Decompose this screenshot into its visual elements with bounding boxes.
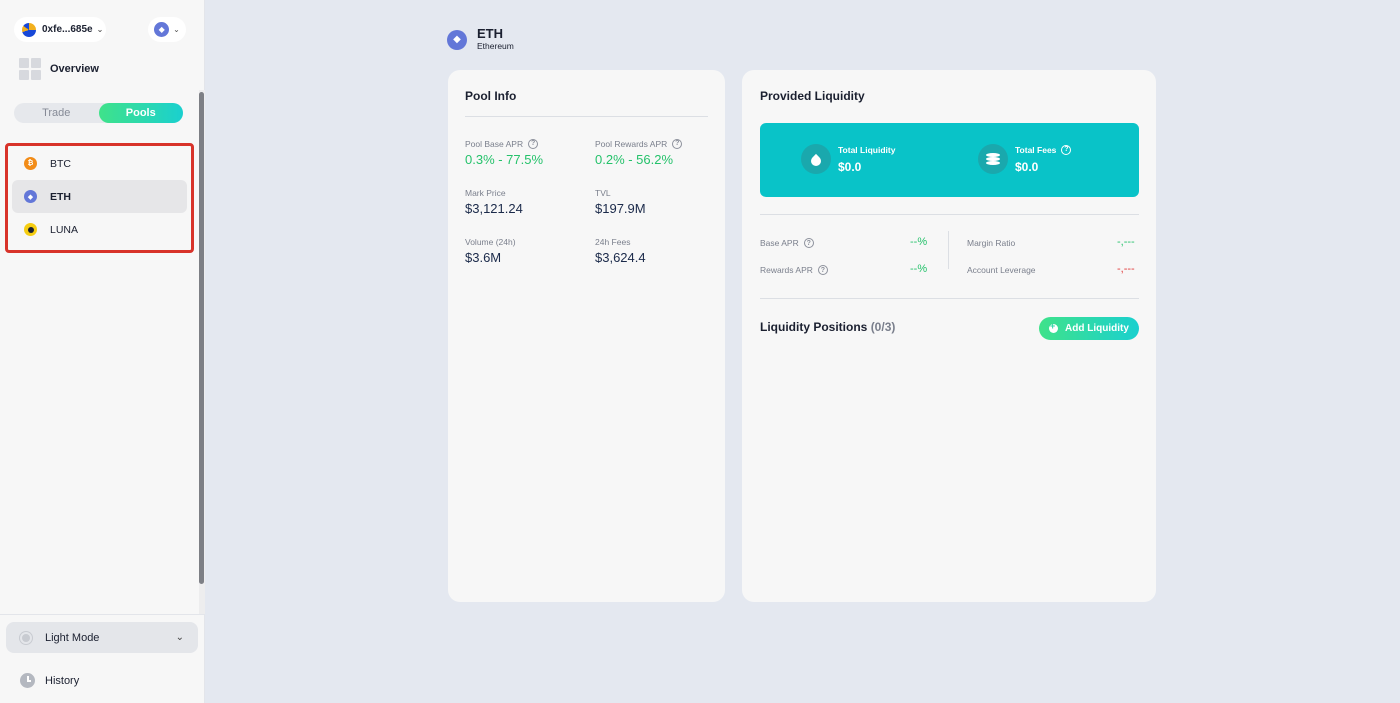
- chevron-down-icon: ⌄: [173, 25, 180, 34]
- card-title: Pool Info: [465, 89, 517, 103]
- divider: [465, 116, 708, 117]
- wallet-avatar: [22, 22, 36, 37]
- help-icon[interactable]: ?: [672, 138, 683, 149]
- dashboard-icon: [19, 58, 41, 80]
- stat-pool-rewards-apr: Pool Rewards APR? 0.2% - 56.2%: [595, 138, 683, 167]
- divider: [760, 214, 1139, 215]
- stat-tvl: TVL $197.9M: [595, 187, 646, 217]
- market-item-btc[interactable]: ₿ BTC: [12, 147, 187, 180]
- divider: [0, 614, 205, 615]
- stat-label: Mark Price: [465, 187, 506, 198]
- stat-label: Pool Rewards APR: [595, 138, 668, 149]
- base-apr-label: Base APR: [760, 238, 799, 248]
- margin-ratio-label: Margin Ratio: [967, 238, 1016, 248]
- market-label: BTC: [50, 157, 71, 170]
- help-icon[interactable]: ?: [803, 238, 814, 248]
- pair-name: Ethereum: [477, 41, 514, 51]
- market-item-luna[interactable]: LUNA: [12, 213, 187, 246]
- luna-icon: [24, 223, 37, 236]
- theme-selector[interactable]: Light Mode ⌄: [6, 622, 198, 653]
- rewards-apr-value: --%: [910, 263, 928, 275]
- stat-value: $3,624.4: [595, 250, 646, 265]
- card-title: Provided Liquidity: [760, 89, 865, 103]
- add-liquidity-label: Add Liquidity: [1065, 323, 1129, 334]
- positions-label: Liquidity Positions: [760, 320, 868, 334]
- ethereum-icon: ◆: [447, 29, 467, 50]
- overview-link[interactable]: Overview: [19, 58, 99, 80]
- base-apr-value: --%: [910, 236, 928, 248]
- theme-label: Light Mode: [45, 631, 100, 644]
- stat-mark-price: Mark Price $3,121.24: [465, 187, 523, 217]
- sidebar: 0xfe...685e ⌄ ◆ ⌄ Overview Trade Pools ₿…: [0, 0, 205, 703]
- ethereum-icon: ◆: [24, 190, 37, 203]
- total-fees-label: Total Fees: [1015, 144, 1057, 155]
- clock-icon: [20, 673, 35, 688]
- stat-label: 24h Fees: [595, 236, 631, 247]
- stat-volume-24h: Volume (24h) $3.6M: [465, 236, 516, 266]
- sidebar-scrollbar-thumb[interactable]: [199, 92, 204, 584]
- rewards-apr-row: Rewards APR?: [760, 265, 828, 275]
- rewards-apr-label: Rewards APR: [760, 265, 813, 275]
- history-link[interactable]: History: [20, 672, 79, 689]
- margin-ratio-row: Margin Ratio: [967, 238, 1015, 248]
- add-liquidity-button[interactable]: Add Liquidity: [1039, 317, 1139, 340]
- stat-pool-base-apr: Pool Base APR? 0.3% - 77.5%: [465, 138, 543, 167]
- total-liquidity: Total Liquidity $0.0: [801, 144, 895, 174]
- market-item-eth[interactable]: ◆ ETH: [12, 180, 187, 213]
- positions-count: (0/3): [870, 320, 896, 334]
- help-icon[interactable]: ?: [817, 265, 828, 275]
- add-drop-icon: [1049, 321, 1059, 333]
- stat-24h-fees: 24h Fees $3,624.4: [595, 236, 646, 266]
- sun-icon: [18, 630, 34, 646]
- account-leverage-row: Account Leverage: [967, 265, 1036, 275]
- account-leverage-label: Account Leverage: [967, 265, 1036, 275]
- help-icon[interactable]: ?: [1061, 144, 1072, 155]
- stat-label: Volume (24h): [465, 236, 516, 247]
- liquidity-summary-banner: Total Liquidity $0.0 Total Fees? $0.0: [760, 123, 1139, 197]
- network-selector[interactable]: ◆ ⌄: [148, 17, 186, 42]
- margin-ratio-value: -,---: [1117, 236, 1135, 248]
- water-drop-icon: [801, 144, 831, 174]
- stat-value: 0.3% - 77.5%: [465, 152, 544, 167]
- stat-value: 0.2% - 56.2%: [595, 152, 674, 167]
- account-leverage-value: -,---: [1117, 263, 1135, 275]
- history-label: History: [45, 674, 80, 687]
- market-label: LUNA: [50, 223, 79, 236]
- pair-header: ◆ ETH Ethereum: [447, 27, 514, 52]
- stat-value: $3.6M: [465, 250, 502, 265]
- total-fees: Total Fees? $0.0: [978, 144, 1072, 174]
- wallet-button[interactable]: 0xfe...685e ⌄: [14, 17, 106, 42]
- overview-label: Overview: [50, 63, 99, 75]
- chevron-down-icon: ⌄: [175, 632, 184, 643]
- stat-value: $3,121.24: [465, 201, 523, 216]
- help-icon[interactable]: ?: [528, 138, 539, 149]
- tab-trade[interactable]: Trade: [42, 107, 71, 119]
- pair-symbol: ETH: [477, 26, 503, 41]
- tab-pools[interactable]: Pools: [98, 103, 183, 123]
- pool-info-card: Pool Info Pool Base APR? 0.3% - 77.5% Po…: [448, 70, 725, 602]
- ethereum-icon: ◆: [154, 22, 170, 37]
- coin-stack-icon: [978, 144, 1008, 174]
- chevron-down-icon: ⌄: [96, 25, 104, 34]
- divider: [760, 298, 1139, 299]
- bitcoin-icon: ₿: [24, 157, 37, 170]
- provided-liquidity-card: Provided Liquidity Total Liquidity $0.0 …: [742, 70, 1156, 602]
- wallet-address: 0xfe...685e: [42, 24, 93, 35]
- divider: [948, 231, 949, 269]
- market-label: ETH: [50, 190, 71, 203]
- stat-label: Pool Base APR: [465, 138, 524, 149]
- stat-value: $197.9M: [595, 201, 646, 216]
- total-fees-value: $0.0: [1015, 159, 1039, 174]
- liquidity-positions-heading: Liquidity Positions (0/3): [760, 320, 895, 334]
- trade-pools-toggle: Trade Pools: [14, 103, 183, 123]
- market-list: ₿ BTC ◆ ETH LUNA: [12, 147, 187, 246]
- total-liquidity-value: $0.0: [838, 159, 862, 174]
- stat-label: TVL: [595, 187, 611, 198]
- total-liquidity-label: Total Liquidity: [838, 144, 896, 155]
- base-apr-row: Base APR?: [760, 238, 814, 248]
